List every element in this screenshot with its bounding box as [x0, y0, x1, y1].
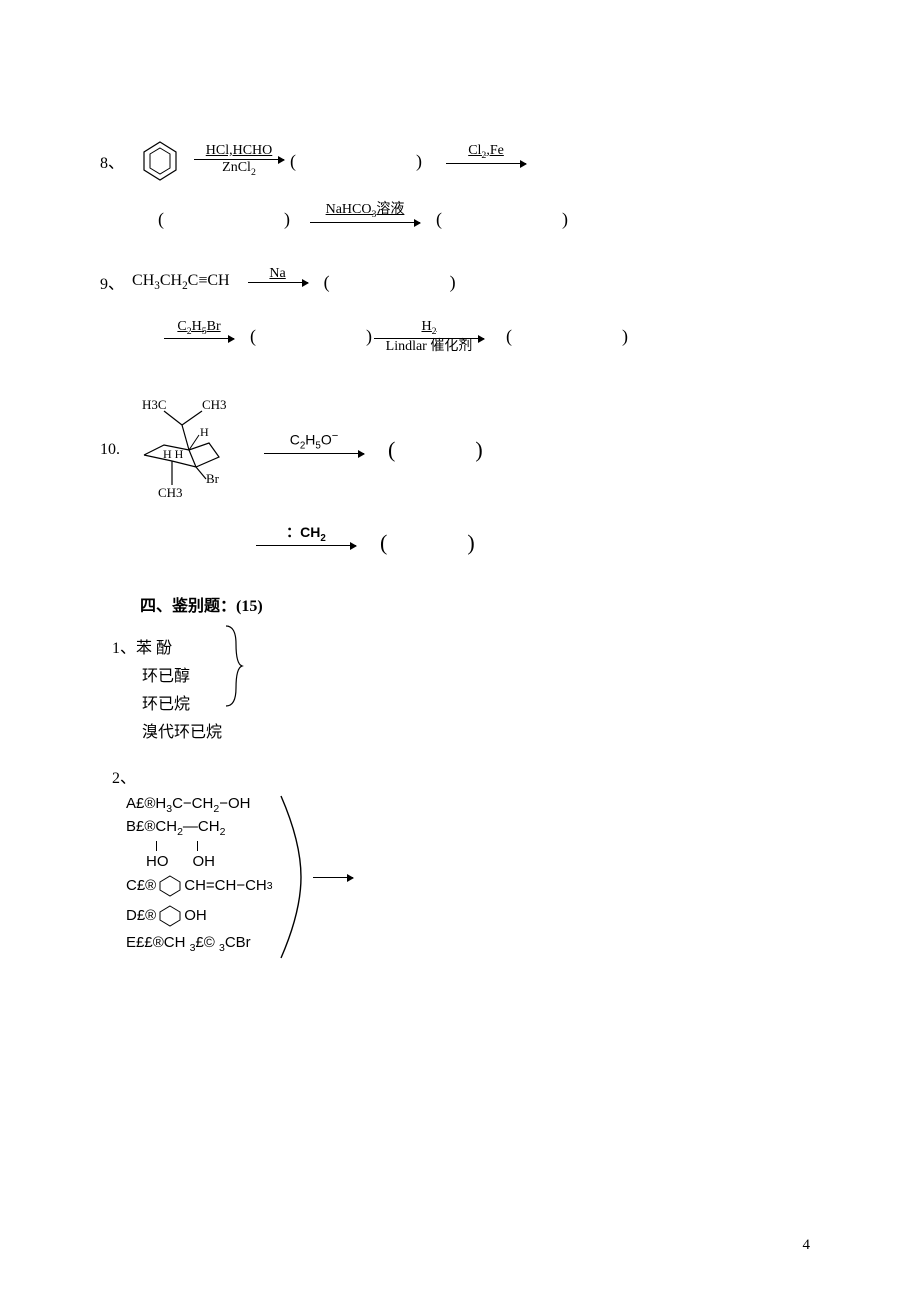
paren-open: ( [290, 151, 296, 172]
page-number: 4 [803, 1237, 811, 1254]
s4q1-d: 溴代环已烷 [112, 718, 222, 742]
s4q2-e: E££®CH 3£© 3CBr [126, 934, 273, 954]
s4q1-num: 1、 [112, 640, 136, 657]
q8-arrow3: NaHCO3溶液 [310, 202, 420, 238]
q10-line2: ：CH2 ( ) [100, 525, 820, 562]
benzene-icon [158, 874, 182, 898]
q9-arrow1: Na [248, 266, 308, 299]
section4-heading: 四、鉴别题：(15) [140, 592, 820, 616]
s4q1-a: 苯 酚 [136, 640, 172, 657]
s4q2-a: A£®H3C−CH2−OH [126, 795, 273, 815]
benzene-icon [158, 904, 182, 928]
paren-big-icon [277, 792, 307, 962]
s4q1-b: 环已醇 [112, 662, 222, 686]
q9-reactant: CH3CH2C≡CH [132, 272, 230, 292]
q8-line1: 8、 HCl,HCHO ZnCl2 ( ) Cl2,Fe [100, 140, 820, 182]
q8-line2: ( ) NaHCO3溶液 ( ) [100, 202, 820, 238]
q9-arrow2: C2H5Br [164, 319, 234, 355]
s4q1-c: 环已烷 [112, 690, 222, 714]
q9-number: 9、 [100, 270, 124, 294]
s4q2-num: 2、 [112, 764, 820, 788]
q8-arrow2-top: Cl [468, 143, 481, 158]
q8-arrow1-bot: ZnCl [222, 160, 251, 175]
q8-number: 8、 [100, 149, 124, 173]
q10-number: 10. [100, 441, 120, 459]
benzene-icon [140, 140, 180, 182]
q8-arrow3-top: NaHCO [326, 202, 372, 217]
s4q2-b: B£®CH2—CH2 HOOH [126, 819, 273, 870]
cyclohexane-structure-icon: H3C CH3 H H H Br CH3 [124, 395, 244, 505]
paren-close: ) [416, 151, 422, 172]
q9-line2: C2H5Br ( ) H2 Lindlar 催化剂 ( ) [100, 319, 820, 355]
q9-arrow3: H2 Lindlar 催化剂 [374, 319, 484, 355]
s4q2-arrow [313, 876, 353, 878]
q8-arrow1-top: HCl,HCHO [206, 143, 273, 158]
q9-line1: 9、 CH3CH2C≡CH Na ( ) [100, 266, 820, 299]
s4q2-d: D£® OH [126, 904, 273, 928]
section4-q2: 2、 A£®H3C−CH2−OH B£®CH2—CH2 HOOH C£® CH=… [100, 764, 820, 962]
q10-line1: 10. H3C CH3 H H H Br CH3 C2H5O− [100, 395, 820, 505]
brace-close-icon [222, 624, 244, 708]
section4-q1: 1、苯 酚 环已醇 环已烷 溴代环已烷 [100, 634, 820, 746]
s4q2-c: C£® CH=CH−CH3 [126, 874, 273, 898]
q8-arrow2: Cl2,Fe [446, 143, 526, 179]
q10-arrow1: C2H5O− [264, 430, 364, 470]
q10-arrow2: ：CH2 [256, 525, 356, 562]
q8-arrow1: HCl,HCHO ZnCl2 [194, 143, 284, 179]
